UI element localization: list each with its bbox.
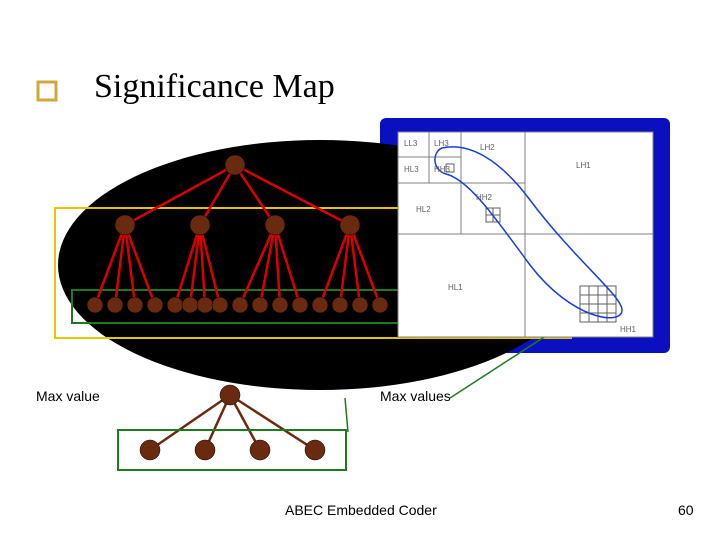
footer-text: ABEC Embedded Coder	[285, 502, 437, 518]
svg-text:LL3: LL3	[404, 139, 418, 148]
subband-inset: LL3 LH3 HL3 HH3 LH2 HL2 HH2 LH1 HL1 HH1	[398, 132, 653, 337]
svg-text:HL1: HL1	[448, 283, 463, 292]
connector-lower	[345, 398, 348, 432]
svg-text:LH1: LH1	[576, 161, 591, 170]
svg-text:HH1: HH1	[620, 325, 637, 334]
subtree-nodes	[140, 385, 325, 460]
max-value-label: Max value	[36, 388, 100, 404]
bullet-icon	[38, 82, 56, 100]
svg-text:HH3: HH3	[434, 165, 451, 174]
max-values-label: Max values	[380, 388, 451, 404]
slide: LL3 LH3 HL3 HH3 LH2 HL2 HH2 LH1 HL1 HH1 …	[0, 0, 720, 540]
page-number: 60	[678, 502, 694, 518]
svg-text:HH2: HH2	[476, 193, 493, 202]
slide-title: Significance Map	[94, 68, 335, 106]
svg-text:HL3: HL3	[404, 165, 419, 174]
svg-text:LH2: LH2	[480, 143, 495, 152]
svg-text:LH3: LH3	[434, 139, 449, 148]
svg-text:HL2: HL2	[416, 205, 431, 214]
